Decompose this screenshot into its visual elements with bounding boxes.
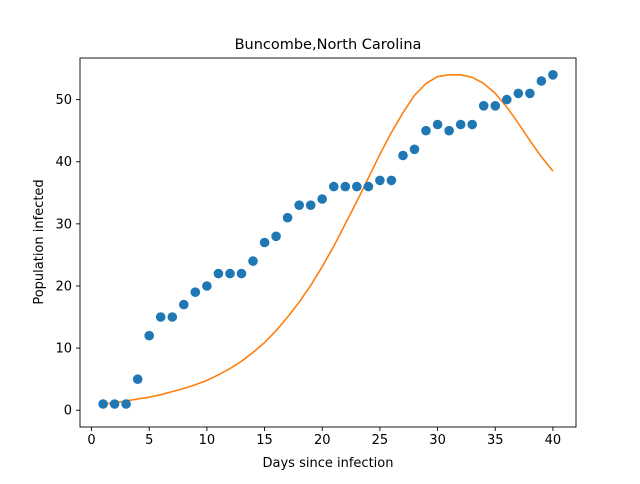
x-tick-label: 10 bbox=[199, 433, 216, 448]
data-point bbox=[179, 299, 189, 310]
data-point bbox=[144, 330, 154, 341]
data-point bbox=[432, 119, 443, 130]
data-point bbox=[467, 119, 478, 130]
data-point bbox=[225, 268, 235, 279]
data-point bbox=[294, 200, 305, 210]
data-point bbox=[363, 181, 374, 192]
data-point bbox=[455, 119, 466, 130]
data-point bbox=[478, 101, 489, 111]
data-point bbox=[167, 312, 178, 322]
series-layer bbox=[98, 70, 558, 409]
x-tick-label: 40 bbox=[545, 433, 562, 448]
data-point bbox=[340, 181, 351, 192]
data-point bbox=[213, 268, 224, 279]
data-point bbox=[305, 200, 316, 210]
data-point bbox=[409, 144, 420, 155]
data-point bbox=[236, 268, 247, 279]
x-tick-label: 5 bbox=[145, 433, 153, 448]
y-tick-label: 20 bbox=[55, 279, 72, 294]
x-tick-label: 35 bbox=[487, 433, 504, 448]
data-point bbox=[421, 125, 431, 136]
x-axis-label: Days since infection bbox=[263, 456, 394, 471]
data-point bbox=[109, 399, 120, 409]
data-point bbox=[352, 181, 362, 192]
fit-curve-line bbox=[103, 74, 554, 405]
data-point bbox=[502, 94, 512, 105]
y-tick-label: 40 bbox=[55, 155, 72, 170]
data-point bbox=[513, 88, 524, 99]
y-axis-label: Population infected bbox=[32, 179, 47, 304]
y-tick-label: 10 bbox=[55, 342, 72, 357]
x-tick-label: 25 bbox=[372, 433, 389, 448]
y-tick-label: 50 bbox=[55, 93, 72, 108]
data-point bbox=[282, 212, 293, 223]
data-point bbox=[98, 399, 108, 409]
data-point bbox=[525, 88, 535, 99]
data-point bbox=[248, 256, 258, 266]
data-point bbox=[444, 125, 454, 136]
data-point bbox=[536, 76, 547, 86]
data-point bbox=[375, 175, 385, 186]
x-tick-label: 15 bbox=[256, 433, 273, 448]
chart-title: Buncombe,North Carolina bbox=[235, 37, 422, 53]
data-point bbox=[155, 312, 166, 322]
x-tick-label: 20 bbox=[314, 433, 331, 448]
y-tick-label: 0 bbox=[64, 404, 72, 419]
axes-layer: 0 5 10 15 20 25 30 35 40 0 10 20 30 40 50 bbox=[55, 57, 577, 448]
data-point bbox=[317, 194, 328, 204]
data-point bbox=[132, 374, 143, 385]
y-tick-label: 30 bbox=[55, 217, 72, 232]
data-point bbox=[190, 287, 201, 298]
data-point bbox=[329, 181, 339, 192]
data-point bbox=[398, 150, 408, 161]
x-tick-label: 0 bbox=[87, 433, 95, 448]
data-point bbox=[490, 101, 501, 111]
data-point bbox=[259, 237, 270, 248]
plot-frame bbox=[79, 57, 577, 428]
data-point bbox=[386, 175, 397, 186]
x-tick-label: 30 bbox=[429, 433, 446, 448]
data-point bbox=[548, 70, 558, 80]
data-point bbox=[271, 231, 281, 242]
data-point bbox=[202, 281, 212, 291]
data-point bbox=[121, 399, 131, 409]
